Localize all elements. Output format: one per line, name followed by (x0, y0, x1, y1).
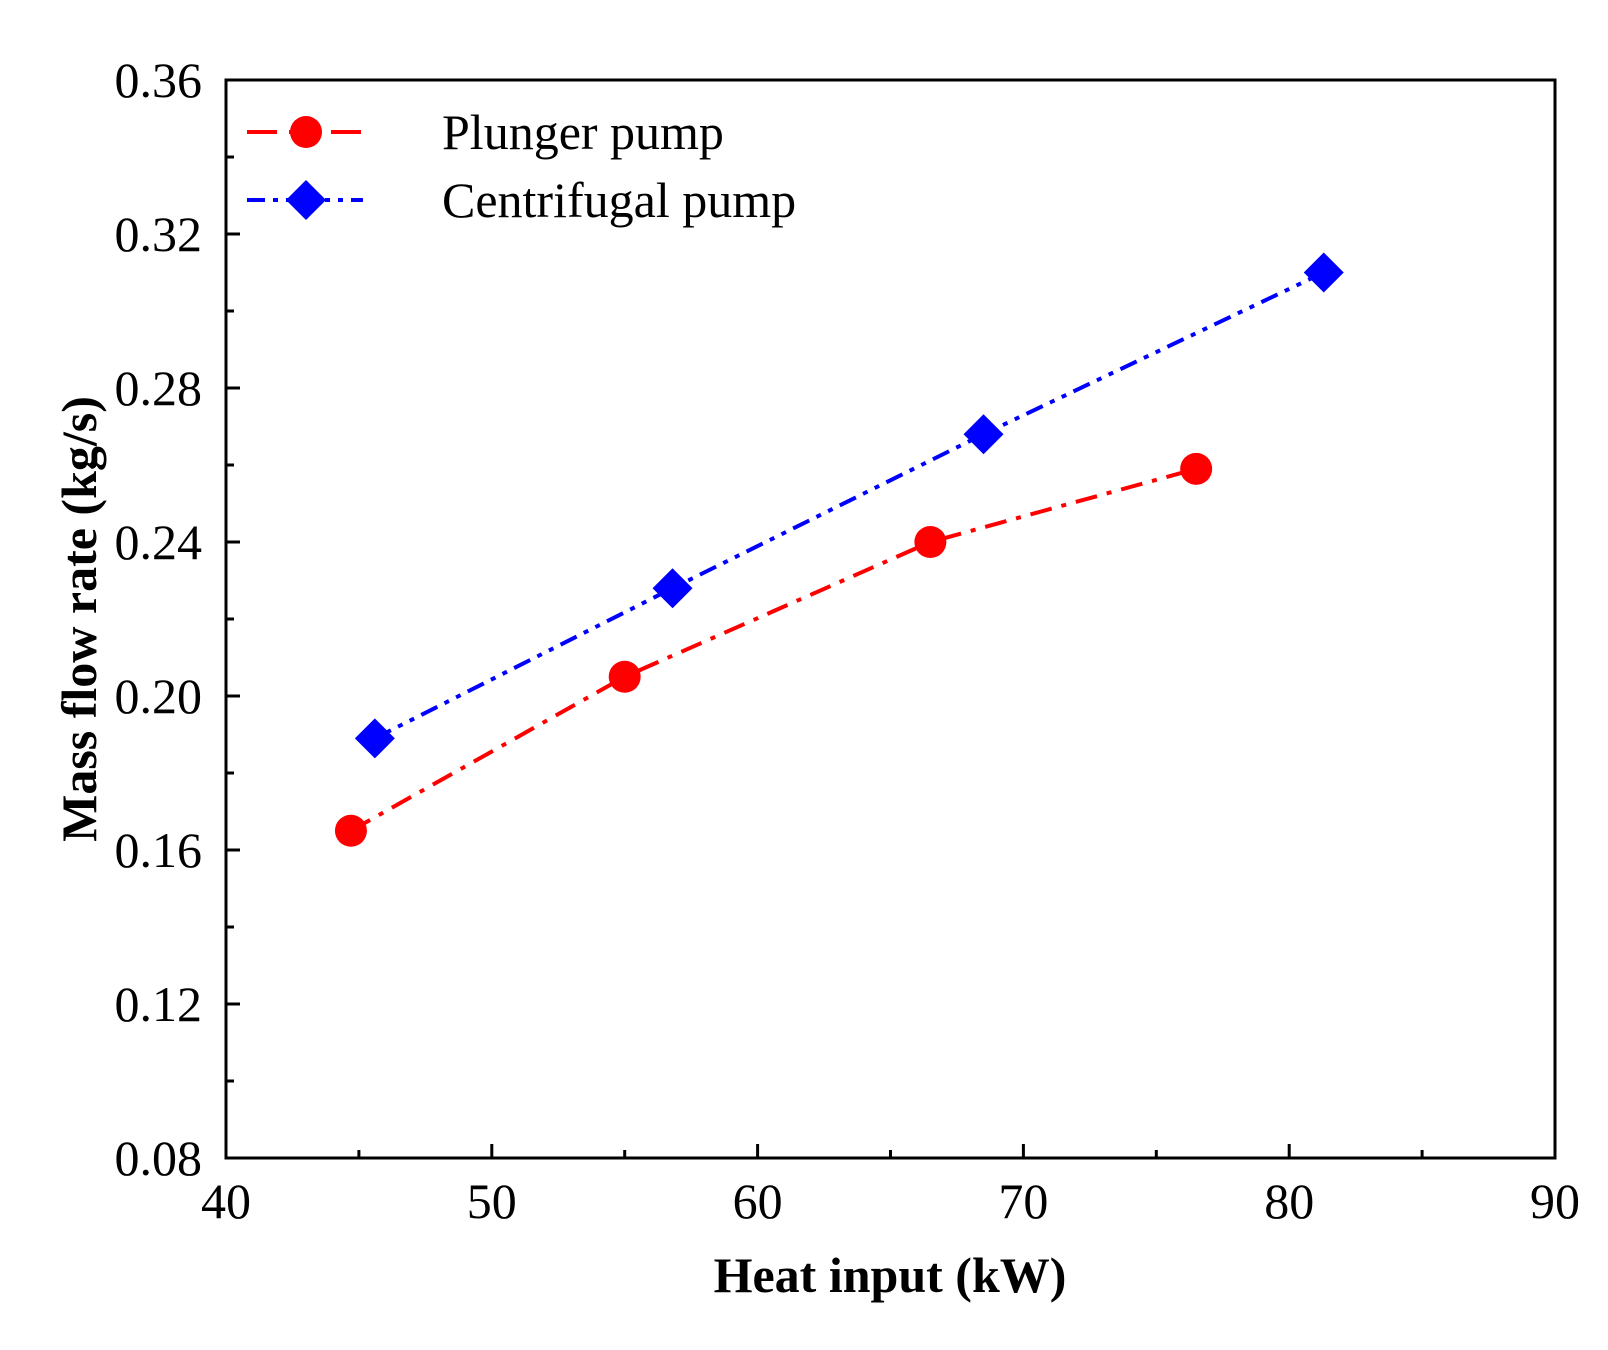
y-tick-label: 0.32 (115, 206, 203, 262)
y-tick-label: 0.28 (115, 360, 203, 416)
y-tick-label: 0.12 (115, 976, 203, 1032)
series-line (373, 270, 1325, 741)
x-tick-label: 40 (201, 1173, 251, 1229)
axis-ticks (226, 155, 1424, 1158)
data-point-diamond (354, 718, 395, 759)
plot-frame (224, 78, 1557, 1160)
legend-label: Centrifugal pump (442, 172, 796, 228)
data-point-diamond (652, 568, 693, 609)
x-tick-label: 60 (733, 1173, 783, 1229)
y-tick-labels: 0.08 0.12 0.16 0.20 0.24 0.28 0.32 0.36 (115, 52, 203, 1186)
data-point-circle (1180, 452, 1213, 485)
legend-item: Plunger pump (247, 104, 724, 160)
legend-item: Centrifugal pump (247, 172, 796, 228)
x-tick-label: 50 (467, 1173, 517, 1229)
series-plunger-pump (334, 452, 1213, 847)
series-centrifugal-pump (354, 252, 1344, 759)
y-axis-title: Mass flow rate (kg/s) (51, 396, 107, 842)
x-tick-labels: 40 50 60 70 80 90 (201, 1173, 1580, 1229)
x-tick-label: 80 (1264, 1173, 1314, 1229)
y-tick-label: 0.24 (115, 514, 203, 570)
x-axis-title: Heat input (kW) (714, 1247, 1067, 1303)
data-point-diamond (963, 414, 1004, 455)
y-tick-label: 0.36 (115, 52, 203, 108)
legend-marker (286, 180, 326, 220)
data-point-circle (608, 660, 641, 693)
y-tick-label: 0.20 (115, 668, 203, 724)
x-tick-label: 90 (1530, 1173, 1580, 1229)
legend-label: Plunger pump (442, 104, 724, 160)
y-tick-label: 0.08 (115, 1130, 203, 1186)
series-layer (334, 252, 1344, 847)
data-point-circle (334, 814, 367, 847)
legend: Plunger pump Centrifugal pump (247, 104, 796, 228)
series-line (349, 466, 1197, 833)
x-tick-label: 70 (998, 1173, 1048, 1229)
data-point-diamond (1303, 252, 1344, 293)
legend-marker (290, 116, 322, 148)
data-point-circle (914, 526, 947, 558)
y-tick-label: 0.16 (115, 822, 203, 878)
